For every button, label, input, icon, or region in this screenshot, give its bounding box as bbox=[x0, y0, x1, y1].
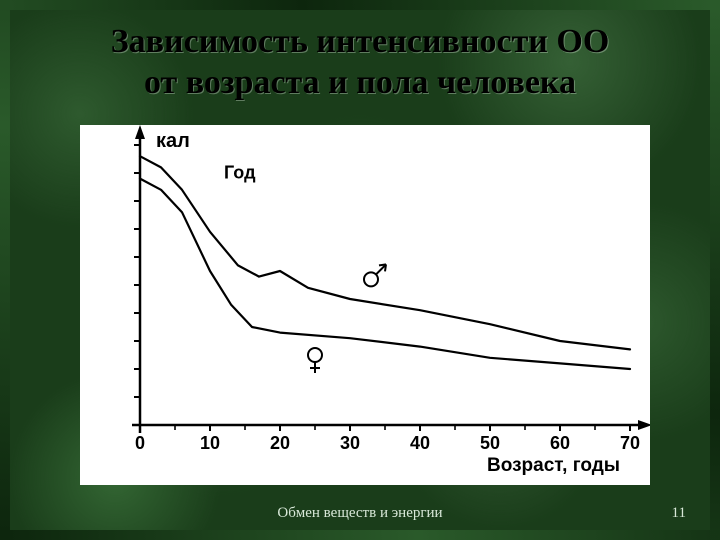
svg-text:50: 50 bbox=[480, 433, 500, 453]
slide-title: Зависимость интенсивности ОО от возраста… bbox=[10, 10, 710, 104]
svg-text:Год: Год bbox=[224, 163, 256, 183]
metabolism-line-chart: 0 10 20 30 40 50 60 70 кал Год Возраст, годы bbox=[80, 125, 650, 485]
chart-area: 0 10 20 30 40 50 60 70 кал Год Возраст, годы bbox=[80, 125, 650, 485]
svg-text:кал: кал bbox=[156, 130, 190, 152]
svg-text:10: 10 bbox=[200, 433, 220, 453]
title-line-2: от возраста и пола человека bbox=[144, 64, 576, 101]
page-number: 11 bbox=[672, 505, 686, 522]
title-line-1: Зависимость интенсивности ОО bbox=[111, 23, 610, 60]
svg-text:30: 30 bbox=[340, 433, 360, 453]
svg-text:70: 70 bbox=[620, 433, 640, 453]
slide: Зависимость интенсивности ОО от возраста… bbox=[0, 0, 720, 540]
svg-text:Возраст, годы: Возраст, годы bbox=[487, 455, 620, 476]
svg-text:20: 20 bbox=[270, 433, 290, 453]
svg-text:40: 40 bbox=[410, 433, 430, 453]
svg-text:0: 0 bbox=[135, 433, 145, 453]
svg-text:60: 60 bbox=[550, 433, 570, 453]
footer-text: Обмен веществ и энергии bbox=[10, 505, 710, 522]
